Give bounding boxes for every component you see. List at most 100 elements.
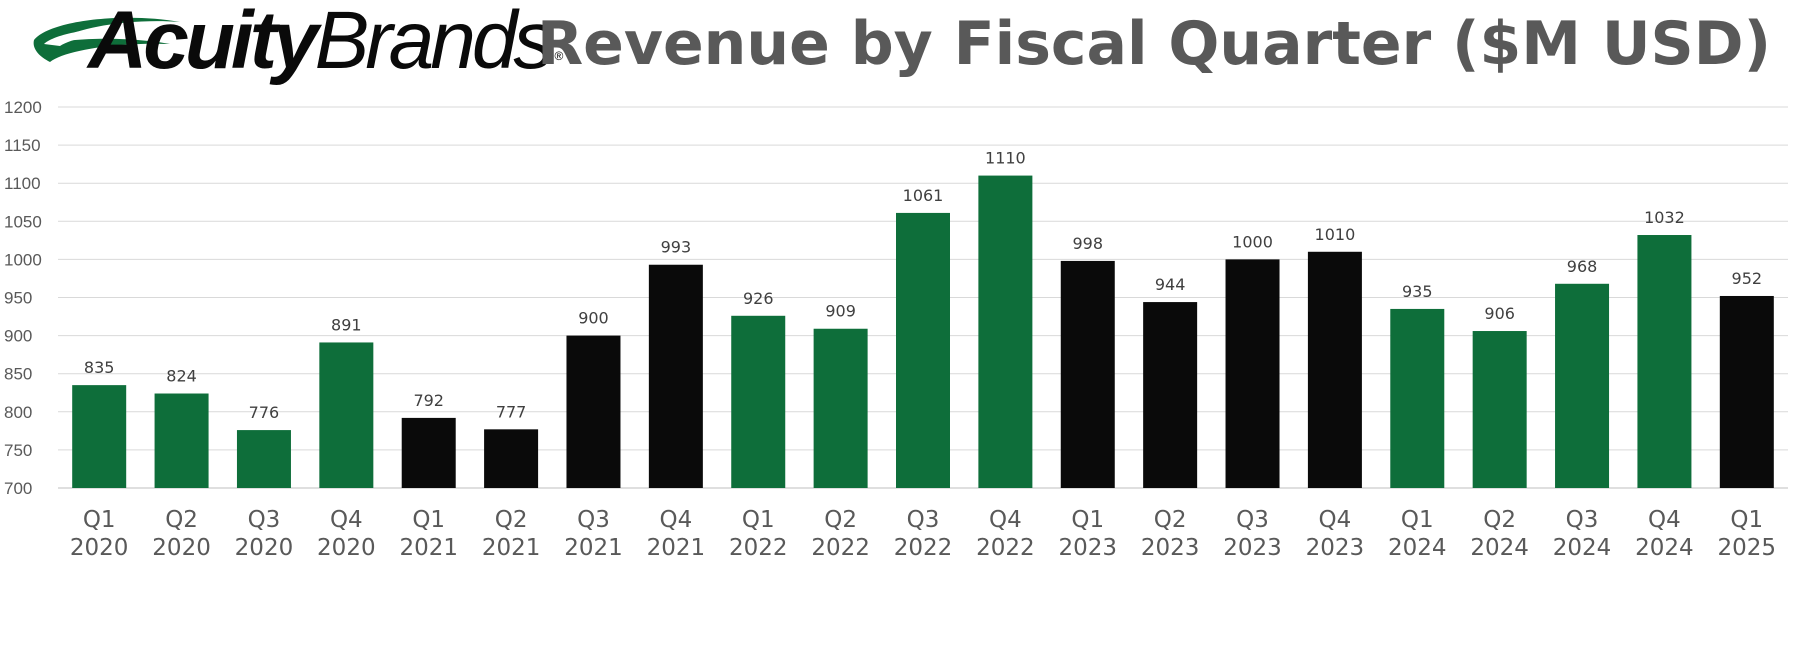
data-label: 952 bbox=[1732, 269, 1763, 288]
bar-q1-2025 bbox=[1719, 295, 1774, 488]
data-label: 1032 bbox=[1644, 208, 1685, 227]
data-label: 792 bbox=[413, 391, 444, 410]
x-tick-label-quarter: Q2 bbox=[1483, 507, 1516, 533]
data-label: 1010 bbox=[1315, 225, 1356, 244]
x-tick-label-quarter: Q4 bbox=[1319, 507, 1352, 533]
bar-q4-2023 bbox=[1307, 251, 1362, 488]
x-tick-label-year: 2023 bbox=[1058, 535, 1117, 561]
x-tick-label-quarter: Q2 bbox=[1154, 507, 1187, 533]
x-tick-label-year: 2021 bbox=[647, 535, 706, 561]
y-tick-label-1200: 1200 bbox=[4, 98, 42, 117]
x-tick-label-quarter: Q3 bbox=[907, 507, 940, 533]
bar-q3-2023 bbox=[1225, 259, 1280, 488]
x-tick-label-quarter: Q1 bbox=[1730, 507, 1763, 533]
bar-q3-2024 bbox=[1555, 283, 1610, 488]
logo-text-light: Brands bbox=[314, 0, 555, 86]
x-tick-label-quarter: Q3 bbox=[248, 507, 281, 533]
bar-q1-2024 bbox=[1390, 308, 1445, 488]
y-axis-ticks: 700 750 800 850 900 950 1000 1050 1100 1150 1200 bbox=[4, 98, 42, 498]
data-label: 900 bbox=[578, 309, 609, 328]
x-tick-label-year: 2020 bbox=[70, 535, 129, 561]
data-label: 993 bbox=[661, 238, 692, 257]
data-label: 926 bbox=[743, 289, 774, 308]
x-tick-label-year: 2024 bbox=[1553, 535, 1612, 561]
x-tick-label-quarter: Q3 bbox=[1566, 507, 1599, 533]
data-label: 824 bbox=[166, 367, 197, 386]
data-label: 1061 bbox=[903, 186, 944, 205]
bar-q4-2020 bbox=[319, 342, 374, 488]
x-tick-label-year: 2021 bbox=[399, 535, 458, 561]
acuity-brands-logo: AcuityBrands ® bbox=[30, 0, 563, 84]
data-label: 935 bbox=[1402, 282, 1433, 301]
x-tick-label-year: 2020 bbox=[317, 535, 376, 561]
bar-q1-2022 bbox=[731, 315, 786, 488]
x-tick-label-quarter: Q1 bbox=[83, 507, 116, 533]
x-tick-label-quarter: Q3 bbox=[577, 507, 610, 533]
data-labels: 835 824 776 891 792 777 900 993 926 909 1061 1110 99… bbox=[84, 149, 1762, 423]
bar-q4-2022 bbox=[978, 175, 1033, 488]
x-tick-label-year: 2021 bbox=[482, 535, 541, 561]
x-tick-label-year: 2025 bbox=[1718, 535, 1777, 561]
x-tick-label-year: 2022 bbox=[976, 535, 1035, 561]
bar-q3-2020 bbox=[236, 430, 291, 488]
bar-q4-2021 bbox=[648, 264, 703, 488]
bar-q3-2021 bbox=[566, 335, 621, 488]
bar-q1-2020 bbox=[72, 385, 127, 488]
y-tick-label-900: 900 bbox=[4, 327, 32, 346]
y-tick-label-950: 950 bbox=[4, 289, 32, 308]
logo-wordmark: AcuityBrands ® bbox=[88, 0, 563, 82]
x-tick-label-quarter: Q3 bbox=[1236, 507, 1269, 533]
bar-q2-2023 bbox=[1143, 302, 1198, 488]
x-tick-label-year: 2020 bbox=[152, 535, 211, 561]
chart-title: Revenue by Fiscal Quarter ($M USD) bbox=[536, 9, 1771, 79]
data-label: 944 bbox=[1155, 275, 1186, 294]
x-tick-label-quarter: Q1 bbox=[1401, 507, 1434, 533]
data-label: 906 bbox=[1484, 304, 1515, 323]
y-tick-label-1100: 1100 bbox=[4, 174, 41, 193]
y-tick-label-1150: 1150 bbox=[4, 136, 41, 155]
bar-q1-2021 bbox=[401, 417, 456, 488]
y-tick-label-1050: 1050 bbox=[4, 212, 42, 231]
x-tick-label-year: 2022 bbox=[729, 535, 788, 561]
x-tick-label-year: 2021 bbox=[564, 535, 623, 561]
x-tick-label-year: 2024 bbox=[1388, 535, 1447, 561]
data-label: 998 bbox=[1072, 234, 1103, 253]
x-axis-categories: Q12020Q22020Q32020Q42020Q12021Q22021Q320… bbox=[70, 507, 1776, 561]
y-tick-label-700: 700 bbox=[4, 479, 32, 498]
x-tick-label-year: 2020 bbox=[235, 535, 294, 561]
logo-text-bold: Acuity bbox=[88, 0, 319, 86]
x-tick-label-quarter: Q4 bbox=[659, 507, 692, 533]
x-tick-label-year: 2022 bbox=[811, 535, 870, 561]
bar-q2-2021 bbox=[484, 429, 539, 488]
bar-q2-2024 bbox=[1472, 331, 1527, 488]
bar-q4-2024 bbox=[1637, 235, 1692, 488]
bars bbox=[72, 175, 1774, 488]
x-tick-label-quarter: Q1 bbox=[1071, 507, 1104, 533]
x-tick-label-year: 2023 bbox=[1306, 535, 1365, 561]
logo-swoosh-icon bbox=[33, 17, 180, 62]
data-label: 1110 bbox=[985, 149, 1026, 168]
y-tick-label-850: 850 bbox=[4, 365, 32, 384]
x-tick-label-year: 2023 bbox=[1223, 535, 1282, 561]
y-tick-label-1000: 1000 bbox=[4, 250, 42, 269]
x-tick-label-year: 2024 bbox=[1470, 535, 1529, 561]
data-label: 776 bbox=[249, 403, 280, 422]
y-tick-label-800: 800 bbox=[4, 403, 32, 422]
x-tick-label-quarter: Q2 bbox=[824, 507, 857, 533]
data-label: 777 bbox=[496, 402, 527, 421]
x-tick-label-quarter: Q1 bbox=[412, 507, 445, 533]
data-label: 1000 bbox=[1232, 232, 1273, 251]
data-label: 891 bbox=[331, 315, 362, 334]
x-tick-label-year: 2022 bbox=[894, 535, 953, 561]
x-tick-label-quarter: Q2 bbox=[495, 507, 528, 533]
data-label: 968 bbox=[1567, 257, 1598, 276]
x-tick-label-year: 2024 bbox=[1635, 535, 1694, 561]
bar-q1-2023 bbox=[1060, 260, 1115, 488]
x-tick-label-quarter: Q4 bbox=[1648, 507, 1681, 533]
logo-registered-mark: ® bbox=[554, 49, 564, 63]
data-label: 835 bbox=[84, 358, 115, 377]
bar-q2-2022 bbox=[813, 328, 868, 488]
data-label: 909 bbox=[825, 302, 856, 321]
y-tick-label-750: 750 bbox=[4, 441, 32, 460]
